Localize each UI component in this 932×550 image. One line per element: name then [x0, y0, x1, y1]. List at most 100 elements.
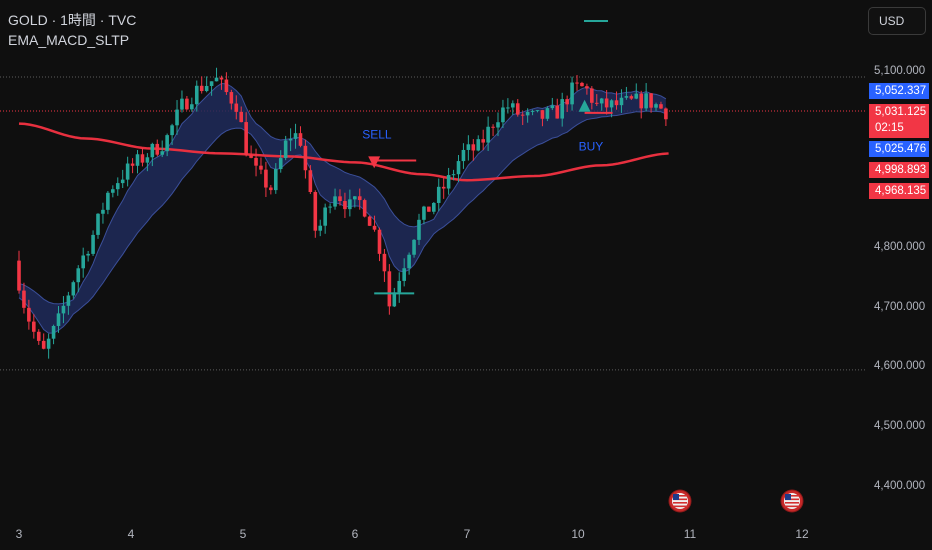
- us-event-flag-icon: [785, 498, 799, 501]
- candle-body: [382, 253, 387, 272]
- us-event-flag-icon: [785, 495, 799, 497]
- x-tick-label: 7: [463, 527, 471, 541]
- candle-body: [604, 98, 609, 108]
- candle-body: [323, 207, 327, 226]
- candle-countdown: 02:15: [875, 122, 904, 134]
- candle-body: [659, 104, 663, 109]
- us-event-flag-icon: [673, 505, 687, 508]
- x-tick-label: 10: [571, 527, 585, 541]
- candle-body: [66, 295, 71, 306]
- candle-body: [293, 133, 298, 139]
- candle-body: [392, 292, 397, 307]
- candle-body: [580, 82, 584, 87]
- candle-body: [545, 108, 550, 119]
- currency-button[interactable]: USD: [868, 7, 926, 35]
- candle-body: [185, 98, 189, 110]
- candle-body: [654, 104, 658, 108]
- candle-body: [664, 108, 668, 120]
- candle-body: [17, 260, 21, 291]
- candle-body: [269, 187, 273, 191]
- candle-body: [298, 133, 303, 146]
- candle-body: [150, 143, 155, 158]
- candle-body: [446, 175, 451, 189]
- candle-body: [530, 110, 535, 112]
- candle-body: [120, 179, 125, 184]
- candle-body: [432, 202, 436, 212]
- ema-long-line: [18, 122, 669, 182]
- candle-body: [565, 99, 569, 105]
- candle-body: [180, 98, 184, 110]
- candle-body: [278, 158, 283, 170]
- candle-body: [170, 125, 174, 136]
- candle-body: [397, 280, 402, 293]
- candle-body: [165, 135, 169, 152]
- candle-body: [585, 86, 589, 89]
- candle-body: [520, 114, 525, 116]
- x-tick-label: 12: [795, 527, 809, 541]
- candle-body: [273, 169, 278, 191]
- candle-body: [599, 98, 604, 104]
- candle-body: [629, 96, 634, 99]
- candle-body: [175, 109, 179, 126]
- candle-body: [476, 139, 481, 151]
- candle-body: [471, 144, 476, 151]
- candle-body: [224, 79, 229, 93]
- candle-body: [343, 201, 347, 210]
- candle-body: [101, 209, 105, 214]
- candle-body: [456, 161, 461, 175]
- candle-body: [155, 143, 160, 155]
- candle-body: [303, 145, 308, 171]
- x-tick-label: 3: [15, 527, 23, 541]
- candle-body: [288, 138, 293, 141]
- candle-body: [451, 174, 456, 176]
- candle-body: [283, 140, 288, 159]
- candle-body: [501, 107, 505, 123]
- candle-body: [609, 100, 614, 108]
- candle-body: [41, 340, 46, 349]
- candle-body: [160, 151, 165, 155]
- candle-body: [96, 213, 100, 235]
- us-event-flag-icon: [673, 494, 679, 500]
- candle-body: [387, 271, 392, 307]
- sell-arrow-icon: [368, 156, 381, 169]
- candle-body: [644, 93, 648, 109]
- candle-body: [461, 149, 466, 162]
- buy-arrow-icon: [578, 99, 591, 112]
- candle-body: [135, 154, 140, 166]
- candle-body: [466, 144, 471, 150]
- us-event-flag-icon: [785, 505, 799, 508]
- y-tick-label: 4,700.000: [874, 301, 926, 313]
- us-event-flag-icon: [673, 502, 687, 504]
- candle-body: [46, 338, 51, 349]
- candle-body: [407, 254, 411, 269]
- ema-slow-line: [18, 110, 667, 334]
- candle-body: [491, 126, 495, 128]
- candle-body: [362, 200, 367, 217]
- candle-body: [140, 154, 145, 163]
- candle-body: [51, 325, 56, 339]
- candle-body: [214, 77, 219, 82]
- candle-body: [348, 199, 352, 210]
- candle-body: [515, 103, 520, 115]
- candle-body: [338, 196, 342, 202]
- candle-body: [590, 88, 594, 103]
- candle-body: [56, 313, 61, 326]
- last-price-value: 5,031.125: [875, 106, 927, 118]
- candle-body: [550, 105, 555, 109]
- price-label-last: 5,031.125 02:15: [869, 104, 929, 138]
- indicator-name[interactable]: EMA_MACD_SLTP: [8, 32, 130, 48]
- candle-body: [106, 192, 110, 210]
- candle-body: [71, 282, 76, 296]
- candle-body: [594, 102, 599, 104]
- candle-body: [86, 253, 90, 256]
- price-label-stop: 4,968.135: [869, 183, 929, 199]
- candle-body: [540, 110, 545, 119]
- candle-body: [614, 100, 619, 106]
- candle-body: [555, 105, 560, 119]
- symbol-title[interactable]: GOLD · 1時間 · TVC: [8, 12, 137, 28]
- candle-body: [229, 92, 234, 104]
- candle-body: [427, 206, 431, 212]
- candle-body: [575, 82, 579, 84]
